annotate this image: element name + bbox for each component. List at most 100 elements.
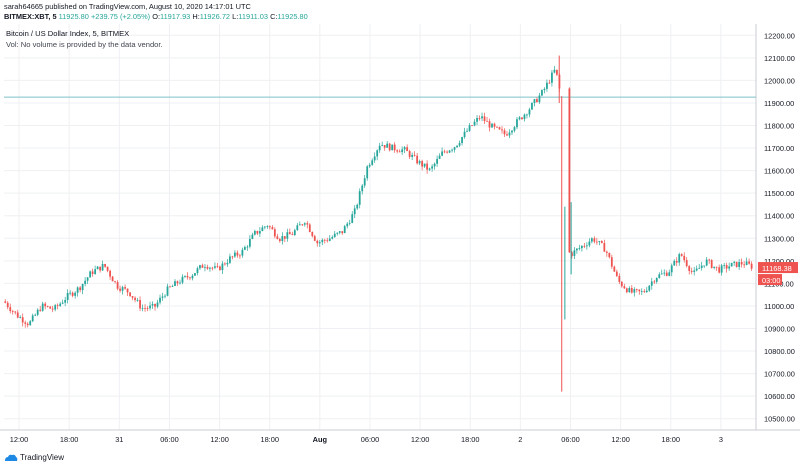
candle-body: [665, 272, 668, 276]
candle-body: [56, 305, 59, 307]
candle-body: [241, 249, 244, 256]
candle-body: [438, 155, 441, 159]
price-tick-label: 11200.00: [764, 257, 794, 266]
candle-body: [638, 289, 641, 292]
candle-body: [321, 239, 324, 243]
price-tick-label: 12100.00: [764, 54, 795, 63]
candle-body: [368, 164, 371, 167]
candle-body: [573, 250, 576, 256]
candle-body: [356, 204, 359, 209]
footer-brand[interactable]: TradingView: [20, 453, 65, 462]
candle-body: [728, 266, 731, 269]
candle-body: [740, 262, 743, 265]
candle-body: [526, 114, 528, 116]
candle-body: [353, 208, 356, 215]
candle-body: [585, 245, 588, 247]
candle-body: [553, 69, 556, 73]
tradingview-logo-icon[interactable]: [4, 454, 18, 462]
candle-body: [174, 281, 176, 286]
candle-body: [19, 317, 22, 319]
candle-body: [76, 287, 79, 293]
candle-body: [124, 287, 126, 289]
candle-body: [338, 231, 341, 233]
candle-body: [421, 161, 424, 167]
candle-body: [725, 265, 728, 269]
candle-body: [243, 247, 246, 250]
candle-body: [750, 263, 753, 269]
candle-body: [311, 231, 314, 237]
candle-body: [603, 242, 606, 252]
candle-body: [548, 82, 551, 84]
candle-body: [261, 227, 264, 232]
candle-body: [328, 238, 331, 241]
candle-body: [36, 309, 39, 315]
candle-body: [388, 143, 391, 151]
candle-body: [598, 241, 601, 242]
candle-body: [61, 302, 64, 304]
candle-body: [101, 264, 104, 271]
candle-body: [191, 275, 194, 279]
candle-body: [615, 271, 618, 277]
time-tick-label: 12:00: [10, 435, 29, 444]
price-chart[interactable]: 12200.00 12100.00 12000.00 11900.00 11800.00…: [0, 24, 800, 450]
candle-body: [443, 151, 446, 153]
candle-body: [278, 239, 281, 242]
candle-body: [501, 129, 503, 131]
candle-body: [488, 121, 491, 128]
publish-line: sarah64665 published on TradingView.com,…: [4, 2, 251, 11]
low-label: L:: [232, 12, 239, 21]
candle-body: [650, 281, 653, 286]
candle-body: [186, 275, 189, 278]
legend-title: Bitcoin / US Dollar Index, 5, BITMEX: [6, 29, 130, 38]
candle-body: [251, 234, 254, 239]
candle-body: [336, 232, 339, 234]
candle-body: [29, 321, 32, 326]
candle-body: [513, 127, 516, 131]
price-tick-label: 10900.00: [764, 325, 795, 334]
candle-body: [176, 281, 179, 284]
candle-body: [391, 144, 394, 151]
candle-body: [194, 273, 196, 276]
price-tick-label: 11300.00: [764, 234, 794, 243]
candle-body: [546, 82, 548, 89]
candle-body: [625, 288, 628, 293]
current-price-badge: [758, 262, 798, 274]
candle-body: [343, 226, 346, 234]
candle-body: [221, 263, 224, 271]
candle-body: [381, 145, 384, 146]
candle-body: [481, 116, 483, 119]
open-value: 11917.93: [160, 12, 191, 21]
candle-body: [331, 237, 334, 239]
price-tick-label: 11900.00: [764, 99, 794, 108]
candle-body: [670, 265, 673, 273]
candle-body: [628, 288, 631, 293]
candle-body: [371, 160, 374, 165]
candle-body: [199, 265, 201, 269]
time-tick-label: 3: [719, 435, 723, 444]
candle-body: [653, 281, 656, 283]
candle-body: [99, 266, 102, 271]
candle-body: [144, 308, 146, 309]
candle-body: [446, 151, 448, 153]
candle-body: [456, 145, 458, 148]
candle-body: [693, 270, 696, 272]
candle-body: [66, 293, 69, 300]
header-bar: sarah64665 published on TradingView.com,…: [0, 0, 800, 24]
candle-body: [31, 315, 34, 322]
candle-body: [234, 252, 236, 257]
candle-body: [121, 287, 124, 291]
candle-body: [533, 99, 536, 103]
candle-body: [458, 143, 461, 146]
candle-body: [386, 143, 389, 148]
candle-body: [51, 308, 54, 310]
candle-body: [745, 261, 748, 265]
candle-body: [14, 311, 17, 313]
candle-body: [351, 214, 354, 223]
candle-body: [119, 288, 121, 291]
candle-body: [678, 254, 681, 263]
candle-body: [189, 277, 191, 279]
candle-body: [293, 230, 296, 235]
chart-frame[interactable]: 12200.00 12100.00 12000.00 11900.00 11800.00…: [0, 24, 800, 450]
candle-body: [710, 260, 713, 268]
